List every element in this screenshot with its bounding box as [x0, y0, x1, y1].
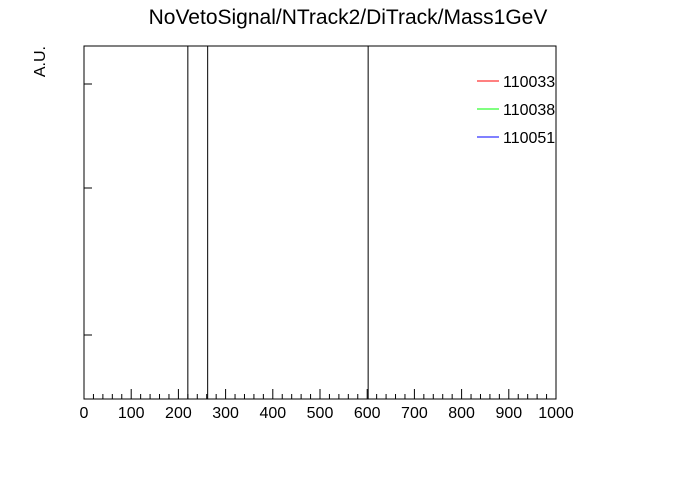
x-tick-label: 500 [307, 405, 334, 422]
x-tick-label: 300 [212, 405, 239, 422]
legend-label: 110038 [503, 102, 555, 119]
x-tick-label: 700 [401, 405, 428, 422]
legend-label: 110051 [503, 130, 555, 147]
x-tick-label: 600 [354, 405, 381, 422]
x-tick-label: 800 [448, 405, 475, 422]
legend: 110033 110038 110051 [477, 74, 555, 147]
histogram-spikes [187, 46, 369, 399]
x-tick-label: 200 [165, 405, 192, 422]
x-tick-label: 0 [80, 405, 89, 422]
y-axis-ticks [84, 83, 92, 336]
x-tick-label: 400 [259, 405, 286, 422]
x-axis-tick-labels: 0 100 200 300 400 500 600 700 800 900 1000 [80, 405, 574, 422]
plot-frame [83, 45, 557, 400]
chart-title: NoVetoSignal/NTrack2/DiTrack/Mass1GeV [149, 6, 548, 29]
y-axis-label: A.U. [32, 46, 49, 77]
x-tick-label: 1000 [538, 405, 574, 422]
legend-label: 110033 [503, 74, 555, 91]
x-tick-label: 900 [495, 405, 522, 422]
x-tick-label: 100 [118, 405, 145, 422]
x-axis-ticks [83, 389, 557, 399]
